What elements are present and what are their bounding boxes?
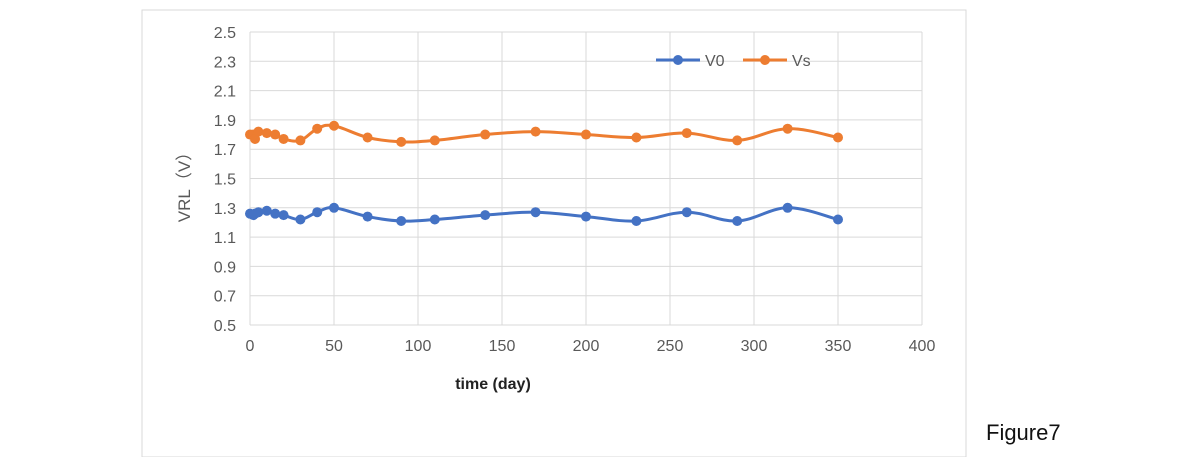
legend-swatch-marker bbox=[760, 55, 770, 65]
y-axis-title: VRL（V） bbox=[175, 144, 194, 222]
data-point-vs bbox=[253, 126, 264, 137]
y-tick-label: 2.3 bbox=[214, 54, 236, 71]
y-tick-label: 2.5 bbox=[214, 25, 236, 42]
data-point-vs bbox=[295, 135, 306, 146]
legend-label: V0 bbox=[705, 53, 725, 70]
y-tick-label: 0.9 bbox=[214, 259, 236, 276]
data-point-v0 bbox=[278, 210, 289, 221]
data-point-vs bbox=[833, 132, 843, 143]
gridlines bbox=[249, 31, 923, 326]
data-point-vs bbox=[631, 132, 642, 143]
data-point-vs bbox=[396, 136, 407, 147]
data-point-vs bbox=[261, 128, 272, 139]
y-tick-label: 1.7 bbox=[214, 142, 236, 159]
series-lines bbox=[245, 120, 843, 226]
data-point-vs bbox=[270, 129, 281, 140]
data-point-v0 bbox=[530, 207, 541, 218]
data-point-v0 bbox=[833, 214, 843, 225]
data-point-vs bbox=[681, 128, 692, 139]
legend-label: Vs bbox=[792, 53, 811, 70]
data-point-vs bbox=[480, 129, 491, 140]
data-point-vs bbox=[312, 123, 323, 134]
y-tick-label: 1.9 bbox=[214, 113, 236, 130]
data-point-vs bbox=[581, 129, 591, 140]
x-tick-label: 300 bbox=[741, 338, 768, 355]
data-point-vs bbox=[782, 123, 793, 134]
x-axis-title: time (day) bbox=[455, 376, 531, 393]
legend-item-vs: Vs bbox=[743, 53, 811, 70]
data-point-v0 bbox=[782, 202, 793, 213]
x-tick-label: 100 bbox=[405, 338, 432, 355]
y-tick-label: 1.5 bbox=[214, 172, 236, 189]
figure-caption: Figure7 bbox=[986, 420, 1061, 445]
y-tick-label: 1.1 bbox=[214, 230, 236, 247]
data-point-vs bbox=[362, 132, 373, 143]
data-point-v0 bbox=[253, 207, 264, 218]
x-tick-label: 150 bbox=[489, 338, 516, 355]
series-v0 bbox=[245, 202, 843, 226]
legend-swatch-marker bbox=[673, 55, 683, 65]
data-point-v0 bbox=[581, 211, 591, 222]
data-point-v0 bbox=[270, 208, 281, 219]
data-point-v0 bbox=[295, 214, 306, 225]
legend: V0 Vs bbox=[656, 53, 811, 70]
x-tick-label: 0 bbox=[246, 338, 255, 355]
x-tick-label: 50 bbox=[325, 338, 343, 355]
data-point-vs bbox=[530, 126, 541, 137]
y-tick-label: 1.3 bbox=[214, 201, 236, 218]
data-point-v0 bbox=[362, 211, 373, 222]
data-point-v0 bbox=[480, 210, 491, 221]
data-point-v0 bbox=[631, 215, 642, 226]
data-point-v0 bbox=[329, 202, 339, 213]
data-point-v0 bbox=[261, 205, 272, 216]
x-tick-label: 400 bbox=[909, 338, 936, 355]
data-point-v0 bbox=[429, 214, 440, 225]
data-point-vs bbox=[329, 120, 339, 131]
chart-frame bbox=[141, 9, 967, 457]
data-point-v0 bbox=[732, 215, 743, 226]
y-tick-label: 2.1 bbox=[214, 84, 236, 101]
data-point-v0 bbox=[312, 207, 323, 218]
tick-labels: 0.5 0.7 0.9 1.1 1.3 1.5 1.7 1.9 2.1 2.3 2.5 0 50 100 1… bbox=[214, 25, 936, 355]
data-point-vs bbox=[429, 135, 440, 146]
data-point-vs bbox=[278, 133, 289, 144]
x-tick-label: 350 bbox=[825, 338, 852, 355]
data-point-v0 bbox=[396, 215, 407, 226]
y-tick-label: 0.7 bbox=[214, 289, 236, 306]
y-tick-label: 0.5 bbox=[214, 318, 236, 335]
series-vs bbox=[245, 120, 843, 147]
data-point-vs bbox=[732, 135, 743, 146]
x-tick-label: 250 bbox=[657, 338, 684, 355]
x-tick-label: 200 bbox=[573, 338, 600, 355]
legend-item-v0: V0 bbox=[656, 53, 725, 70]
data-point-v0 bbox=[681, 207, 692, 218]
